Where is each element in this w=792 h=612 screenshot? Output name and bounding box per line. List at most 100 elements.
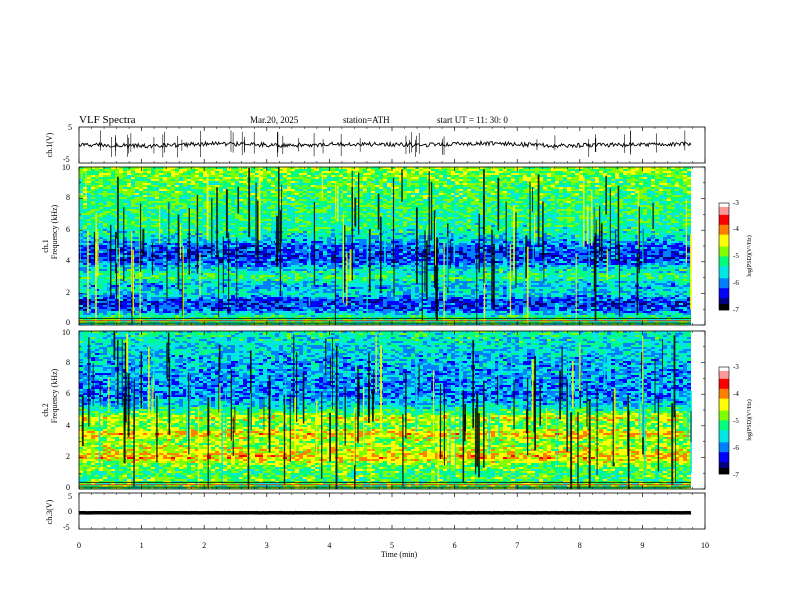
spectrogram-cell — [347, 181, 351, 183]
spectrogram-cell — [619, 207, 623, 209]
spectrogram-cell — [183, 177, 187, 179]
spectrogram-cell — [191, 203, 195, 205]
spectrogram-cell — [539, 219, 543, 221]
spectrogram-cell — [383, 187, 387, 189]
spectrogram-cell — [239, 193, 243, 195]
spectrogram-cell — [471, 195, 475, 197]
spectrogram-cell — [359, 175, 363, 177]
spectrogram-cell — [475, 213, 479, 215]
spectrogram-cell — [547, 167, 551, 169]
spectrogram-cell — [439, 219, 443, 221]
spectrogram-cell — [183, 227, 187, 229]
spectrogram-cell — [243, 221, 247, 223]
spectrogram-cell — [631, 187, 635, 189]
spectrogram-cell — [455, 181, 459, 183]
spectrogram-cell — [611, 177, 615, 179]
spectrogram-cell — [487, 195, 491, 197]
spectrogram-cell — [567, 173, 571, 175]
spectrogram-cell — [95, 201, 99, 203]
spectrogram-cell — [591, 199, 595, 201]
spectrogram-cell — [379, 187, 383, 189]
spectrogram-cell — [499, 201, 503, 203]
spectrogram-cell — [79, 195, 83, 197]
spectrogram-cell — [299, 215, 303, 217]
spectrogram-cell — [595, 185, 599, 187]
spectrogram-cell — [223, 207, 227, 209]
spectrogram-cell — [527, 169, 531, 171]
spectrogram-cell — [347, 217, 351, 219]
spectrogram-cell — [395, 185, 399, 187]
spectrogram-cell — [171, 169, 175, 171]
spectrogram-cell — [375, 207, 379, 209]
spectrogram-cell — [303, 193, 307, 195]
spectrogram-cell — [651, 169, 655, 171]
spectrogram-cell — [495, 219, 499, 221]
spectrogram-cell — [359, 185, 363, 187]
spectrogram-cell — [383, 203, 387, 205]
spectrogram-cell — [147, 183, 151, 185]
spectrogram-cell — [311, 223, 315, 225]
spectrogram-cell — [467, 203, 471, 205]
spectrogram-cell — [131, 171, 135, 173]
spectrogram-cell — [363, 201, 367, 203]
spectrogram-cell — [155, 227, 159, 229]
spectrogram-cell — [687, 171, 691, 173]
spectrogram-cell — [443, 179, 447, 181]
spectrogram-cell — [127, 187, 131, 189]
spectrogram-cell — [431, 185, 435, 187]
spectrogram-cell — [115, 185, 119, 187]
spectrogram-cell — [599, 207, 603, 209]
spectrogram-cell — [151, 167, 155, 169]
spectrogram-cell — [675, 205, 679, 207]
spectrogram-cell — [611, 203, 615, 205]
spectrogram-cell — [547, 209, 551, 211]
spectrogram-cell — [211, 197, 215, 199]
spectrogram-cell — [107, 171, 111, 173]
spectrogram-cell — [619, 225, 623, 227]
spectrogram-cell — [451, 169, 455, 171]
spectrogram-cell — [279, 179, 283, 181]
spectrogram-cell — [671, 217, 675, 219]
spectrogram-cell — [415, 181, 419, 183]
spectrogram-cell — [563, 205, 567, 207]
spectrogram-cell — [223, 213, 227, 215]
spectrogram-cell — [371, 197, 375, 199]
spectrogram-cell — [447, 207, 451, 209]
spectrogram-cell — [467, 221, 471, 223]
spectrogram-cell — [623, 179, 627, 181]
spectrogram-cell — [327, 171, 331, 173]
spectrogram-cell — [547, 221, 551, 223]
spectrogram-cell — [339, 197, 343, 199]
spectrogram-cell — [495, 217, 499, 219]
spectrogram-cell — [519, 225, 523, 227]
spectrogram-cell — [211, 217, 215, 219]
spectrogram-cell — [315, 181, 319, 183]
spectrogram-cell — [123, 183, 127, 185]
spectrogram-cell — [627, 179, 631, 181]
spectrogram-cell — [595, 191, 599, 193]
spectrogram-cell — [495, 175, 499, 177]
spectrogram-cell — [387, 201, 391, 203]
spectrogram-cell — [447, 177, 451, 179]
spectrogram-cell — [591, 215, 595, 217]
spectrogram-cell — [623, 183, 627, 185]
spectrogram-cell — [607, 169, 611, 171]
spectrogram-cell — [299, 193, 303, 195]
spectrogram-cell — [275, 193, 279, 195]
spectrogram-cell — [371, 223, 375, 225]
spectrogram-cell — [115, 167, 119, 169]
spectrogram-cell — [563, 207, 567, 209]
spectrogram-cell — [471, 227, 475, 229]
spectrogram-cell — [311, 205, 315, 207]
spectrogram-cell — [271, 203, 275, 205]
spectrogram-cell — [451, 229, 455, 231]
spectrogram-cell — [443, 199, 447, 201]
spectrogram-cell — [447, 215, 451, 217]
spectrogram-cell — [339, 213, 343, 215]
spectrogram-cell — [555, 223, 559, 225]
spectrogram-cell — [579, 175, 583, 177]
spectrogram-cell — [135, 227, 139, 229]
spectrogram-cell — [575, 223, 579, 225]
spectrogram-cell — [119, 177, 123, 179]
spectrogram-cell — [563, 227, 567, 229]
